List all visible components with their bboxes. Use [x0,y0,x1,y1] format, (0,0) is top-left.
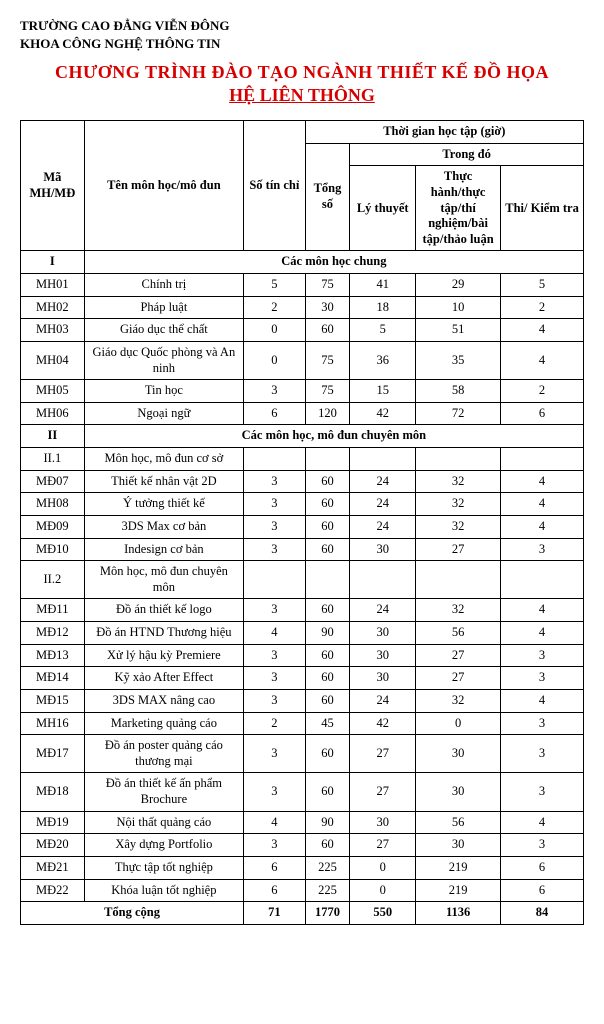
table-row: MH16Marketing quảng cáo2454203 [21,712,584,735]
table-row: MĐ07Thiết kế nhân vật 2D36024324 [21,470,584,493]
th-practice: Thực hành/thực tập/thí nghiệm/bài tập/th… [416,166,501,251]
th-code: Mã MH/MĐ [21,121,85,251]
table-row: MĐ13Xử lý hậu kỳ Premiere36030273 [21,644,584,667]
th-total: Tổng số [305,143,350,251]
table-row: MĐ10Indesign cơ bản36030273 [21,538,584,561]
subsection-row: II.1Môn học, mô đun cơ sở [21,448,584,471]
total-row: Tổng cộng711770550113684 [21,902,584,925]
page-title: CHƯƠNG TRÌNH ĐÀO TẠO NGÀNH THIẾT KẾ ĐỒ H… [20,62,584,83]
table-row: MH02Pháp luật23018102 [21,296,584,319]
table-row: MĐ22Khóa luận tốt nghiệp622502196 [21,879,584,902]
table-row: MĐ19Nội thất quảng cáo49030564 [21,811,584,834]
table-body: ICác môn học chungMH01Chính trị57541295M… [21,251,584,924]
th-in-which: Trong đó [350,143,584,166]
th-credit: Số tín chỉ [244,121,306,251]
org-line-1: TRƯỜNG CAO ĐẲNG VIỄN ĐÔNG [20,18,584,34]
table-row: MH05Tin học37515582 [21,380,584,403]
table-row: MĐ20Xây dựng Portfolio36027303 [21,834,584,857]
th-theory: Lý thuyết [350,166,416,251]
table-row: MĐ12Đồ án HTND Thương hiệu49030564 [21,622,584,645]
subsection-row: II.2Môn học, mô đun chuyên môn [21,561,584,599]
table-row: MĐ17Đồ án poster quảng cáo thương mại360… [21,735,584,773]
table-row: MH01Chính trị57541295 [21,274,584,297]
table-row: MH04Giáo dục Quốc phòng và An ninh075363… [21,341,584,379]
th-exam: Thi/ Kiểm tra [501,166,584,251]
curriculum-table: Mã MH/MĐ Tên môn học/mô đun Số tín chỉ T… [20,120,584,925]
table-row: MĐ21Thực tập tốt nghiệp622502196 [21,856,584,879]
section-row: ICác môn học chung [21,251,584,274]
table-row: MĐ11Đồ án thiết kế logo36024324 [21,599,584,622]
section-row: IICác môn học, mô đun chuyên môn [21,425,584,448]
page-subtitle: HỆ LIÊN THÔNG [20,85,584,106]
table-row: MĐ093DS Max cơ bản36024324 [21,515,584,538]
table-row: MĐ18Đồ án thiết kế ấn phẩm Brochure36027… [21,773,584,811]
table-row: MH06Ngoại ngữ612042726 [21,402,584,425]
th-name: Tên môn học/mô đun [84,121,243,251]
table-row: MH08Ý tưởng thiết kế36024324 [21,493,584,516]
org-line-2: KHOA CÔNG NGHỆ THÔNG TIN [20,36,584,52]
table-row: MĐ153DS MAX nâng cao36024324 [21,689,584,712]
table-row: MH03Giáo dục thể chất0605514 [21,319,584,342]
table-row: MĐ14Kỹ xảo After Effect36030273 [21,667,584,690]
th-time-group: Thời gian học tập (giờ) [305,121,583,144]
